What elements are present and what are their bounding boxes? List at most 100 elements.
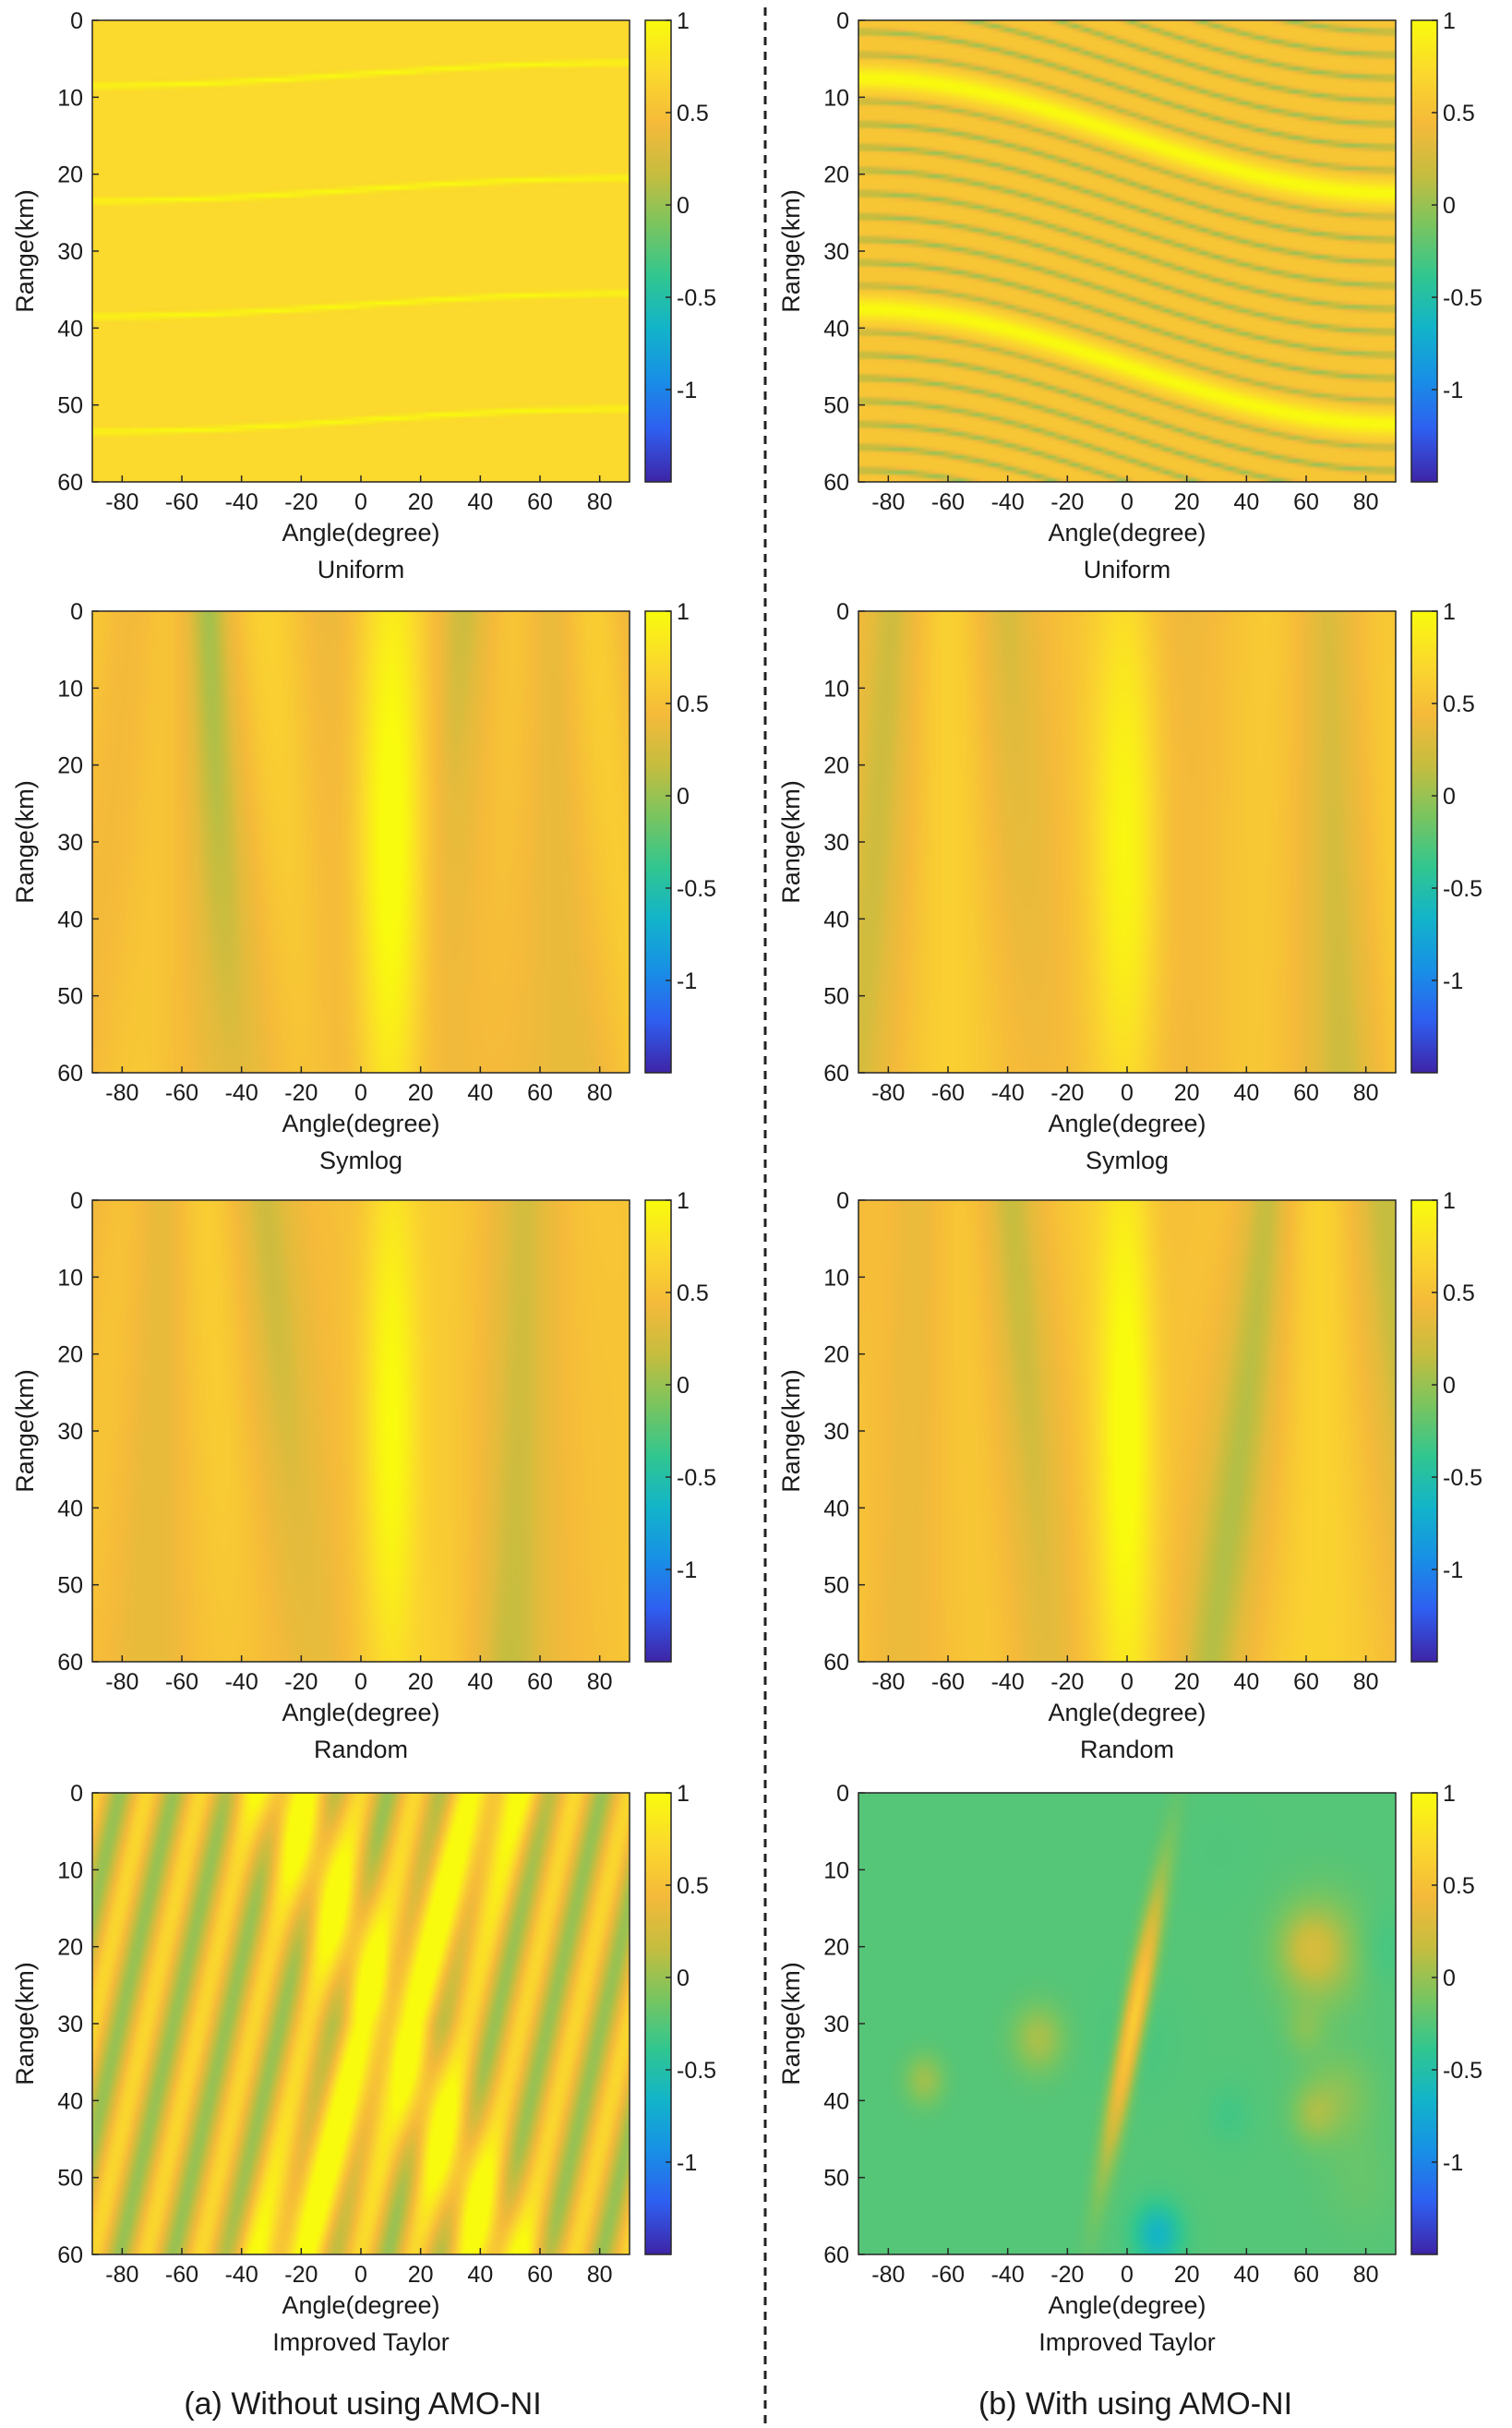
colorbar-tick-label: 1 [677,1781,690,1807]
y-tick-label: 60 [57,2242,83,2268]
colorbar-tick-label: -0.5 [1443,285,1482,311]
heatmap-panel-a3: -80 -60 -40 -20 0 20 40 60 800102030405060Angle(… [11,1188,716,1763]
x-tick-label: -20 [284,1669,318,1695]
x-tick-label: -80 [105,489,138,515]
colorbar-tick-label: 0 [677,1965,690,1991]
colorbar-tick-label: 0 [677,1373,690,1399]
y-tick-label: 30 [57,830,83,856]
y-tick-label: 50 [57,1573,83,1599]
panel-subtitle: Improved Taylor [272,2328,450,2356]
x-tick-label: 80 [587,489,613,515]
x-axis-label: Angle(degree) [282,1110,439,1137]
y-tick-label: 30 [57,1419,83,1445]
y-axis-label: Range(km) [777,780,805,904]
x-tick-label: 20 [408,1080,434,1106]
x-tick-label: -20 [1050,489,1084,515]
colorbar-tick-label: 0 [1443,1373,1456,1399]
y-tick-label: 40 [57,316,83,342]
y-tick-label: 0 [836,599,849,625]
heatmap-image [858,1793,1396,2254]
x-tick-label: -60 [931,1669,965,1695]
x-tick-label: 0 [1121,1080,1134,1106]
colorbar-tick-label: -0.5 [677,285,716,311]
heatmap-panel-b3: -80 -60 -40 -20 0 20 40 60 800102030405060Angle(… [777,1188,1482,1763]
x-tick-label: -60 [931,489,965,515]
colorbar-tick-label: -1 [1443,378,1463,403]
colorbar-tick-label: 0.5 [1443,691,1475,717]
y-tick-label: 0 [70,1781,83,1807]
y-tick-label: 20 [823,1935,849,1961]
y-tick-label: 0 [70,1188,83,1214]
x-tick-label: -40 [991,1669,1025,1695]
x-tick-label: -80 [105,2262,138,2288]
colorbar-tick-label: -0.5 [1443,876,1482,902]
x-tick-label: -80 [871,2262,905,2288]
heatmap-image [92,20,630,482]
y-tick-label: 10 [57,676,83,702]
colorbar-tick-label: -1 [1443,968,1463,994]
x-tick-label: -40 [991,489,1025,515]
panel-subtitle: Improved Taylor [1038,2328,1216,2356]
panel-subtitle: Random [1080,1736,1174,1763]
x-tick-label: 0 [354,489,367,515]
x-tick-label: 60 [1293,2262,1319,2288]
colorbar-tick-label: -1 [677,968,697,994]
x-tick-label: 20 [1174,489,1200,515]
x-tick-label: -20 [1050,1080,1084,1106]
heatmap-panel-a4: -80 -60 -40 -20 0 20 40 60 800102030405060Angle(… [11,1781,716,2356]
colorbar-tick-label: 0 [677,784,690,810]
y-tick-label: 10 [823,85,849,111]
panel-subtitle: Random [314,1736,408,1763]
colorbar-tick-label: 0 [1443,784,1456,810]
heatmap-panel-a2: -80 -60 -40 -20 0 20 40 60 800102030405060Angle(… [11,599,716,1174]
panel-subtitle: Symlog [319,1147,402,1174]
x-tick-label: 40 [1233,1669,1259,1695]
colorbar-tick-label: 0.5 [677,101,709,126]
y-tick-label: 20 [57,1342,83,1368]
panel-subtitle: Uniform [1084,556,1171,583]
x-tick-label: 60 [1293,1080,1319,1106]
y-tick-label: 40 [823,316,849,342]
x-tick-label: 60 [527,1669,553,1695]
x-tick-label: -40 [991,1080,1025,1106]
x-tick-label: 20 [408,2262,434,2288]
y-axis-label: Range(km) [11,1962,39,2085]
colorbar [1411,1793,1437,2254]
y-tick-label: 10 [823,1857,849,1883]
colorbar-tick-label: 0.5 [677,691,709,717]
colorbar-tick-label: 1 [677,1188,690,1214]
y-tick-label: 30 [823,1419,849,1445]
x-tick-label: 80 [587,1669,613,1695]
y-tick-label: 60 [823,2242,849,2268]
y-tick-label: 10 [823,676,849,702]
x-tick-label: -80 [105,1669,138,1695]
y-tick-label: 10 [57,1265,83,1291]
x-tick-label: -80 [871,1080,905,1106]
x-axis-label: Angle(degree) [1048,1699,1206,1726]
y-axis-label: Range(km) [777,1962,805,2085]
colorbar-tick-label: 1 [1443,1781,1456,1807]
heatmap-panel-a1: -80 -60 -40 -20 0 20 40 60 800102030405060Angle(… [11,8,716,583]
x-tick-label: 80 [1353,489,1379,515]
y-tick-label: 20 [57,1935,83,1961]
x-tick-label: -80 [871,489,905,515]
x-tick-label: 40 [467,1669,493,1695]
colorbar-tick-label: -1 [1443,1557,1463,1583]
y-tick-label: 0 [836,1781,849,1807]
x-tick-label: 40 [467,489,493,515]
y-tick-label: 40 [57,1496,83,1521]
y-tick-label: 50 [823,2166,849,2192]
y-tick-label: 10 [823,1265,849,1291]
x-tick-label: 0 [354,1080,367,1106]
colorbar-tick-label: -1 [1443,2150,1463,2176]
x-axis-label: Angle(degree) [1048,519,1206,547]
colorbar [645,1793,671,2254]
colorbar [1411,1200,1437,1662]
colorbar-tick-label: 0.5 [1443,1280,1475,1306]
colorbar-tick-label: 0.5 [1443,1873,1475,1899]
x-axis-label: Angle(degree) [282,2291,439,2319]
colorbar [645,611,671,1073]
colorbar [645,1200,671,1662]
y-axis-label: Range(km) [11,1369,39,1493]
x-tick-label: 80 [1353,2262,1379,2288]
